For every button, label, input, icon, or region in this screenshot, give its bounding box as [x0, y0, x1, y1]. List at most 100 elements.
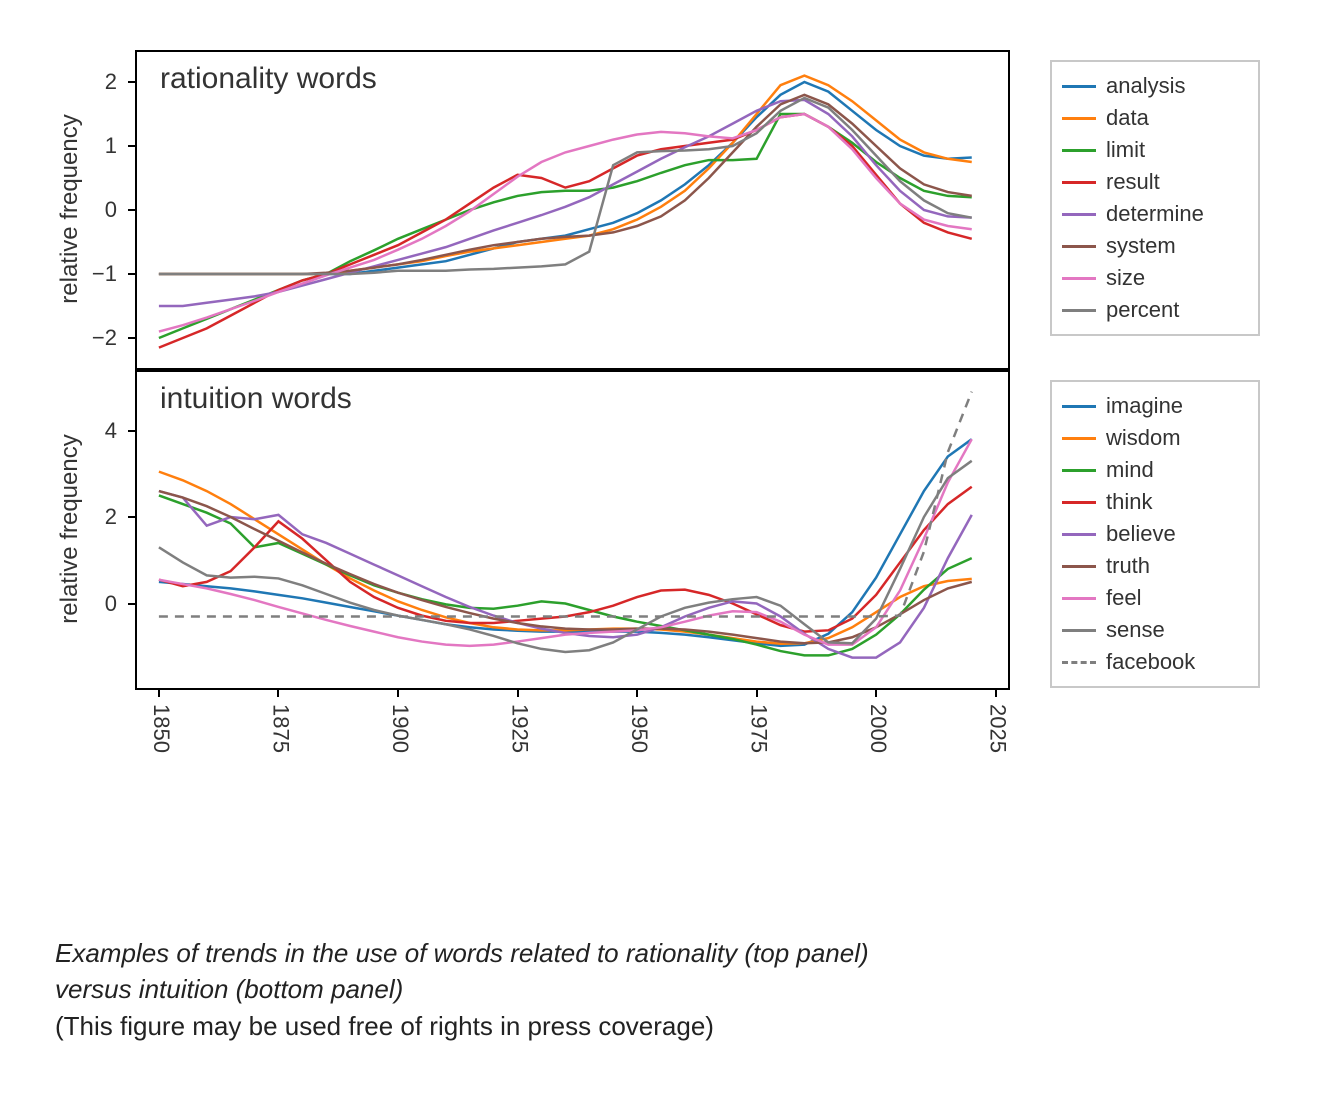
legend-label: imagine: [1106, 393, 1183, 419]
ytick-mark: [128, 337, 135, 339]
legend-label: sense: [1106, 617, 1165, 643]
series-line-result: [159, 114, 972, 348]
legend-label: result: [1106, 169, 1160, 195]
legend-label: percent: [1106, 297, 1179, 323]
legend-label: wisdom: [1106, 425, 1181, 451]
legend-swatch: [1062, 245, 1096, 248]
legend-swatch: [1062, 597, 1096, 600]
ytick-mark: [128, 145, 135, 147]
legend-swatch: [1062, 405, 1096, 408]
legend-label: facebook: [1106, 649, 1195, 675]
legend-swatch: [1062, 533, 1096, 536]
legend-item-mind: mind: [1062, 454, 1248, 486]
xtick-mark: [875, 690, 877, 697]
caption-line-2: versus intuition (bottom panel): [55, 974, 403, 1004]
legend-item-result: result: [1062, 166, 1248, 198]
series-line-believe: [159, 491, 972, 657]
legend-item-imagine: imagine: [1062, 390, 1248, 422]
legend-item-size: size: [1062, 262, 1248, 294]
ytick-mark: [128, 81, 135, 83]
xtick-mark: [636, 690, 638, 697]
legend-item-data: data: [1062, 102, 1248, 134]
legend-label: size: [1106, 265, 1145, 291]
legend-label: truth: [1106, 553, 1150, 579]
legend-item-sense: sense: [1062, 614, 1248, 646]
legend-item-percent: percent: [1062, 294, 1248, 326]
caption: Examples of trends in the use of words r…: [55, 935, 1285, 1044]
legend-item-determine: determine: [1062, 198, 1248, 230]
ytick-mark: [128, 273, 135, 275]
caption-line-1: Examples of trends in the use of words r…: [55, 938, 869, 968]
xtick-mark: [397, 690, 399, 697]
legend-swatch: [1062, 149, 1096, 152]
legend-label: think: [1106, 489, 1152, 515]
legend-label: believe: [1106, 521, 1176, 547]
caption-line-3: (This figure may be used free of rights …: [55, 1011, 714, 1041]
legend-item-think: think: [1062, 486, 1248, 518]
legend-item-truth: truth: [1062, 550, 1248, 582]
series-line-facebook: [159, 392, 972, 617]
ytick-label: 1: [87, 133, 117, 159]
legend-swatch: [1062, 501, 1096, 504]
xtick-label: 1850: [148, 704, 174, 753]
series-line-think: [159, 487, 972, 632]
xtick-mark: [517, 690, 519, 697]
legend-swatch: [1062, 277, 1096, 280]
xtick-mark: [756, 690, 758, 697]
panel-1-ylabel: relative frequency: [56, 99, 84, 319]
xtick-label: 1950: [626, 704, 652, 753]
series-line-analysis: [159, 82, 972, 274]
xtick-mark: [158, 690, 160, 697]
legend-label: mind: [1106, 457, 1154, 483]
xtick-label: 1975: [746, 704, 772, 753]
legend-item-system: system: [1062, 230, 1248, 262]
panel-1-svg: [135, 50, 1010, 370]
legend-item-wisdom: wisdom: [1062, 422, 1248, 454]
legend-swatch: [1062, 661, 1096, 664]
xtick-label: 1875: [267, 704, 293, 753]
ytick-mark: [128, 430, 135, 432]
legend-label: data: [1106, 105, 1149, 131]
xtick-mark: [277, 690, 279, 697]
xtick-mark: [995, 690, 997, 697]
ytick-label: 4: [87, 418, 117, 444]
ytick-mark: [128, 209, 135, 211]
legend-swatch: [1062, 629, 1096, 632]
series-line-system: [159, 95, 972, 274]
legend-swatch: [1062, 309, 1096, 312]
legend-item-limit: limit: [1062, 134, 1248, 166]
legend-label: analysis: [1106, 73, 1185, 99]
ytick-mark: [128, 516, 135, 518]
ytick-label: 0: [87, 197, 117, 223]
figure-container: rationality words relative frequency int…: [0, 0, 1340, 1120]
legend-2: imagine wisdom mind think believe truth feel se…: [1050, 380, 1260, 688]
panel-2-svg: [135, 370, 1010, 690]
ytick-label: 2: [87, 69, 117, 95]
legend-swatch: [1062, 181, 1096, 184]
legend-swatch: [1062, 117, 1096, 120]
xtick-label: 2000: [865, 704, 891, 753]
panel-2-ylabel: relative frequency: [56, 419, 84, 639]
legend-label: limit: [1106, 137, 1145, 163]
legend-swatch: [1062, 565, 1096, 568]
series-line-percent: [159, 98, 972, 274]
ytick-mark: [128, 603, 135, 605]
panel-2-title: intuition words: [160, 382, 352, 416]
series-line-wisdom: [159, 472, 972, 644]
ytick-label: 2: [87, 504, 117, 530]
legend-item-analysis: analysis: [1062, 70, 1248, 102]
xtick-label: 1925: [507, 704, 533, 753]
legend-label: feel: [1106, 585, 1141, 611]
ytick-label: −1: [87, 261, 117, 287]
legend-swatch: [1062, 85, 1096, 88]
legend-label: system: [1106, 233, 1176, 259]
legend-swatch: [1062, 437, 1096, 440]
legend-label: determine: [1106, 201, 1204, 227]
xtick-label: 2025: [985, 704, 1011, 753]
legend-1: analysis data limit result determine system si…: [1050, 60, 1260, 336]
legend-item-feel: feel: [1062, 582, 1248, 614]
legend-item-believe: believe: [1062, 518, 1248, 550]
ytick-label: 0: [87, 591, 117, 617]
legend-item-facebook: facebook: [1062, 646, 1248, 678]
series-line-sense: [159, 461, 972, 652]
